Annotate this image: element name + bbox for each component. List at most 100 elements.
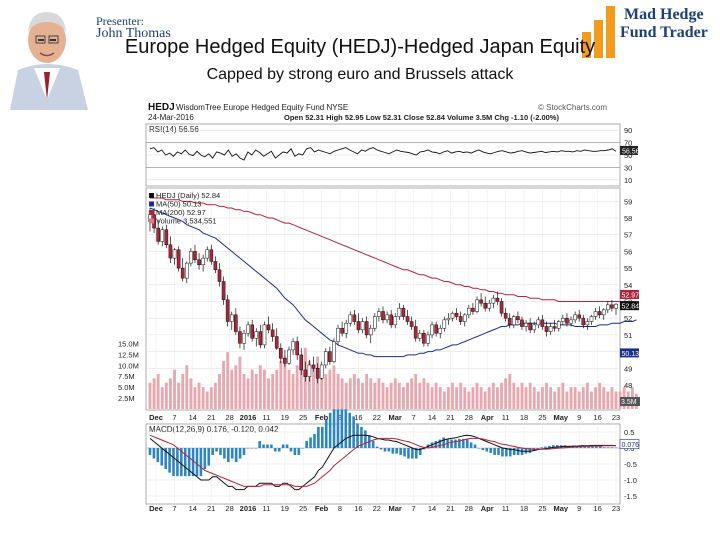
volume-bar — [614, 391, 618, 409]
rsi-tick-label: 10 — [624, 176, 632, 185]
candle-body — [467, 307, 471, 316]
presenter-name: John Thomas — [96, 26, 171, 41]
macd-x-tick-label: 16 — [354, 504, 362, 512]
macd-histogram-bar — [321, 426, 324, 448]
candle-body — [450, 312, 455, 319]
legend-swatch — [149, 201, 154, 207]
volume-last-label: 3.5M — [621, 399, 637, 406]
price-x-tick-label: Feb — [315, 413, 329, 422]
volume-bar — [426, 382, 430, 409]
volume-bar — [504, 378, 508, 409]
macd-histogram-bar — [422, 448, 426, 450]
volume-bar — [410, 378, 414, 409]
candle-body — [487, 302, 492, 309]
candle-body — [544, 326, 549, 332]
legend-entry: HEDJ (Daily) 52.84 — [156, 191, 220, 200]
price-x-tick-label: 21 — [446, 413, 454, 422]
volume-bar — [275, 369, 279, 409]
macd-histogram-bar — [258, 440, 261, 448]
rsi-label: RSI(14) 56.56 — [149, 125, 199, 134]
volume-tick-label: 10.0M — [118, 361, 139, 370]
volume-bar — [540, 387, 544, 409]
volume-bar — [508, 374, 512, 409]
macd-histogram-bar — [516, 448, 520, 456]
volume-last-box — [620, 397, 640, 406]
volume-bar — [471, 387, 475, 409]
macd-histogram-bar — [344, 409, 348, 448]
macd-histogram-bar — [501, 448, 504, 457]
macd-x-tick-label: 18 — [520, 504, 528, 512]
macd-histogram-bar — [152, 448, 156, 459]
candle-body — [565, 317, 569, 324]
volume-bar — [312, 365, 315, 409]
macd-histogram-bar — [340, 409, 344, 448]
candle-body — [323, 351, 328, 366]
volume-bar — [451, 382, 454, 409]
volume-bar — [222, 360, 226, 409]
rsi-last-box — [620, 145, 638, 155]
candle-body — [156, 227, 160, 242]
volume-bar — [536, 391, 540, 409]
candle-body — [491, 297, 496, 304]
candle-body — [287, 349, 291, 364]
volume-bar — [385, 387, 389, 409]
candle-body — [262, 324, 267, 346]
macd-x-tick-label: 23 — [612, 504, 620, 512]
price-x-tick-label: 7 — [172, 413, 176, 422]
volume-bar — [573, 387, 577, 409]
macd-histogram-bar — [180, 448, 183, 477]
candle-body — [307, 364, 312, 377]
candle-body — [201, 257, 205, 266]
candle-body — [160, 229, 165, 242]
price-tick-label: 54 — [624, 281, 632, 290]
macd-tick-label: 0.5 — [624, 428, 634, 437]
volume-bar — [189, 378, 193, 409]
volume-bar — [324, 374, 328, 409]
macd-histogram-bar — [223, 448, 226, 459]
volume-bar — [201, 387, 205, 409]
volume-bar — [590, 391, 593, 409]
macd-histogram-bar — [489, 448, 492, 453]
volume-tick-label: 2.5M — [118, 394, 135, 403]
macd-histogram-bar — [172, 448, 175, 477]
macd-histogram-bar — [438, 439, 442, 448]
macd-histogram-bar — [187, 448, 191, 477]
volume-bar — [156, 374, 160, 409]
macd-histogram-bar — [610, 447, 614, 448]
legend-entry: MA(200) 52.97 — [156, 208, 206, 217]
macd-label: MACD(12,26,9) 0.176, -0.120, 0.042 — [149, 425, 279, 434]
candle-body — [299, 354, 304, 371]
candle-body — [417, 332, 422, 339]
macd-histogram-bar — [168, 448, 171, 473]
candle-body — [176, 249, 181, 269]
volume-bar — [532, 387, 536, 409]
volume-bar — [373, 382, 377, 409]
candle-body — [221, 281, 226, 301]
candle-body — [279, 347, 283, 359]
macd-x-tick-label: Apr — [481, 504, 494, 512]
macd-histogram-bar — [227, 448, 230, 463]
price-x-tick-label: 23 — [612, 413, 620, 422]
macd-histogram-bar — [364, 430, 367, 448]
volume-bar — [357, 378, 360, 409]
volume-bar — [242, 374, 246, 409]
slide-subtitle: Capped by strong euro and Brussels attac… — [206, 66, 514, 83]
macd-histogram-bar — [375, 446, 379, 448]
candle-body — [540, 319, 545, 327]
stock-chart: HEDJ WisdomTree Europe Hedged Equity Fun… — [118, 98, 640, 512]
macd-histogram-bar — [379, 448, 383, 450]
candle-body — [328, 351, 332, 362]
macd-histogram-bar — [297, 448, 301, 456]
candle-body — [606, 304, 610, 311]
macd-histogram-bar — [352, 416, 355, 448]
volume-bar — [238, 356, 242, 409]
price-last-box — [620, 290, 639, 300]
price-last-label: 52.97 — [622, 293, 640, 300]
candle-body — [577, 314, 582, 319]
candle-body — [475, 299, 479, 312]
candle-body — [270, 329, 275, 337]
rsi-line — [149, 147, 617, 161]
macd-x-tick-label: 11 — [263, 504, 271, 512]
macd-histogram-bar — [391, 448, 395, 454]
macd-histogram-bar — [219, 448, 222, 456]
